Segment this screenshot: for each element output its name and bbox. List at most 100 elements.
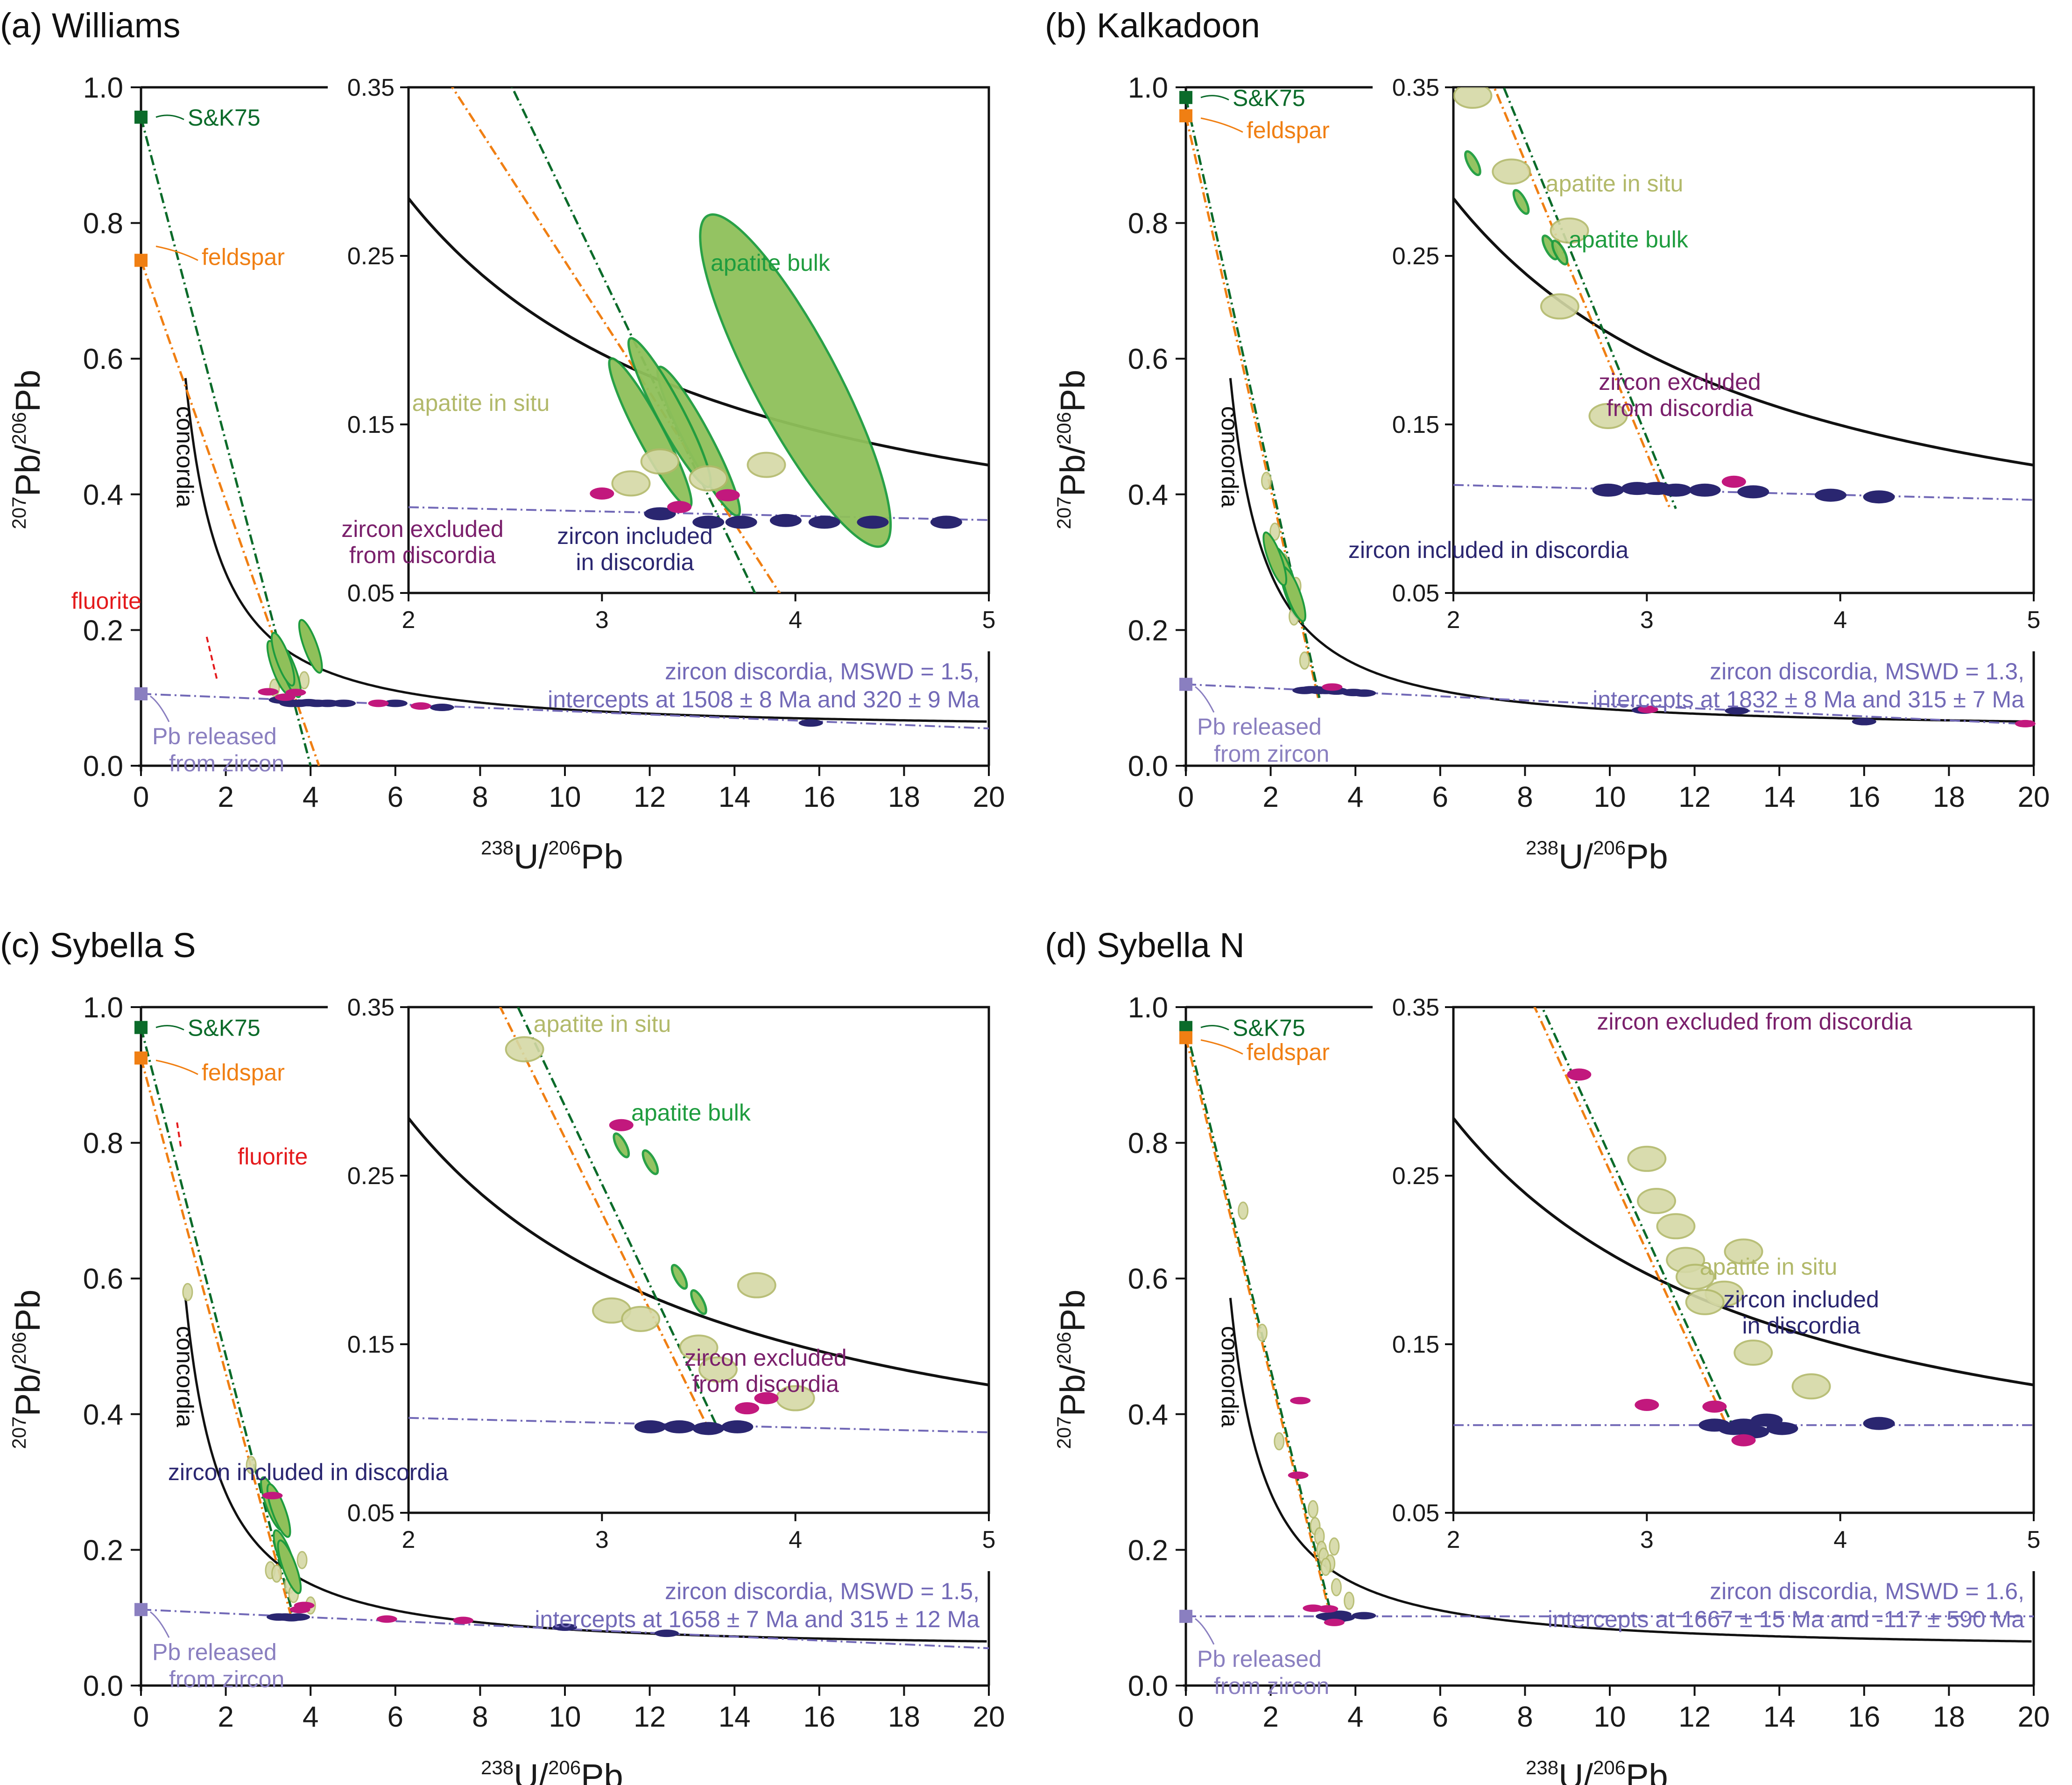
- x-tick-label: 6: [1432, 781, 1448, 813]
- pb-released-label: from zircon: [169, 750, 284, 776]
- inset-zircon-included-point: [663, 1420, 696, 1433]
- x-tick-label: 12: [1678, 1701, 1711, 1733]
- pb-released-label: from zircon: [169, 1666, 284, 1692]
- inset-apatite-bulk-point: [613, 1132, 630, 1158]
- apatite-insitu-point: [1344, 1591, 1355, 1610]
- inset-y-tick-label: 0.15: [1392, 1331, 1439, 1358]
- pb-released-marker: [134, 687, 148, 700]
- x-axis-label: 238U/206Pb: [1526, 1757, 1668, 1785]
- skk-arrow: [155, 114, 184, 120]
- inset-frame: [407, 86, 990, 594]
- inset-x-tick-label: 4: [1833, 607, 1847, 634]
- discordia-label: zircon discordia, MSWD = 1.5,: [665, 658, 980, 684]
- inset-y-tick-label: 0.05: [1392, 1500, 1439, 1527]
- x-axis-label-part: Pb: [1626, 837, 1668, 876]
- x-tick-label: 0: [1178, 1701, 1194, 1733]
- zircon-excluded-label: from discordia: [349, 542, 496, 568]
- discordia-label: intercepts at 1658 ± 7 Ma and 315 ± 12 M…: [535, 1606, 980, 1632]
- inset-zircon-excluded-point: [735, 1402, 760, 1415]
- x-tick-label: 0: [1178, 781, 1194, 813]
- inset-apatite-insitu-point: [1724, 1238, 1763, 1265]
- inset-apatite-bulk-point: [670, 1263, 688, 1290]
- inset-skk-line: [1502, 87, 1677, 509]
- y-tick-label: 0.8: [1128, 208, 1168, 240]
- concordia-label: concordia: [172, 406, 198, 508]
- y-tick-label: 0.2: [1128, 1534, 1168, 1566]
- inset-x-tick-label: 2: [1447, 1526, 1460, 1553]
- y-tick-label: 0.2: [83, 614, 123, 647]
- inset-zircon-included-point: [634, 1420, 666, 1433]
- feldspar-arrow: [155, 1059, 198, 1075]
- apatite-insitu-point: [1329, 1537, 1340, 1556]
- x-tick-label: 20: [973, 1701, 1005, 1733]
- inset-y-tick-label: 0.35: [1392, 74, 1439, 101]
- panel-title: (b) Kalkadoon: [1045, 6, 1260, 45]
- y-tick-label: 0.6: [1128, 1263, 1168, 1295]
- y-axis-label-sup: 207: [8, 1416, 30, 1449]
- zircon-excluded-point: [368, 699, 389, 707]
- zircon-excluded-point: [1324, 1618, 1345, 1626]
- x-tick-label: 8: [1517, 781, 1533, 813]
- apatite-insitu-point: [1320, 1558, 1332, 1576]
- x-tick-label: 20: [2018, 1701, 2050, 1733]
- apatite-bulk-label: apatite bulk: [1569, 226, 1689, 253]
- feldspar-marker: [1179, 1031, 1192, 1044]
- inset-zircon-included-point: [1814, 488, 1846, 502]
- fluorite-label: fluorite: [71, 588, 141, 614]
- apatite-insitu-point: [246, 1456, 257, 1475]
- x-tick-label: 20: [973, 781, 1005, 813]
- inset-zircon-included-point: [725, 515, 757, 529]
- inset-zircon-excluded-point: [1635, 1398, 1659, 1411]
- pb-released-arrow: [1195, 1618, 1215, 1645]
- y-tick-label: 0.6: [83, 1263, 123, 1295]
- inset-y-tick-label: 0.05: [347, 580, 395, 607]
- x-tick-label: 10: [549, 1701, 581, 1733]
- skk-label: S&K75: [188, 105, 261, 131]
- inset-zircon-included-point: [692, 515, 725, 529]
- x-axis-label-sup: 206: [548, 837, 581, 859]
- zircon-included-point: [1322, 1612, 1346, 1620]
- inset-apatite-insitu-point: [698, 1356, 738, 1383]
- inset-y-tick-label: 0.25: [1392, 243, 1439, 270]
- x-tick-label: 18: [1933, 781, 1965, 813]
- inset-apatite-bulk-point: [1512, 189, 1530, 215]
- x-tick-label: 12: [634, 1701, 666, 1733]
- apatite-insitu-point: [1299, 651, 1310, 670]
- x-tick-label: 16: [803, 781, 835, 813]
- inset-plot: [409, 1007, 989, 1435]
- x-tick-label: 4: [303, 1701, 318, 1733]
- inset-apatite-bulk-point: [1464, 150, 1481, 176]
- zircon-excluded-point: [1637, 706, 1658, 713]
- x-axis-label-sup: 238: [481, 1757, 514, 1778]
- zircon-included-label: in discordia: [1742, 1312, 1861, 1339]
- x-tick-label: 10: [1594, 1701, 1626, 1733]
- x-tick-label: 12: [634, 781, 666, 813]
- panel-a: (a) Williams 0 2 4 6 8 10 12 14 16 18 20 0.0 0.2 0.4 0.…: [0, 6, 1005, 876]
- zircon-excluded-point: [1288, 1471, 1309, 1479]
- fluorite-line: [176, 1122, 183, 1150]
- x-tick-label: 0: [133, 1701, 149, 1733]
- pb-released-marker: [1179, 1609, 1192, 1623]
- y-tick-label: 1.0: [83, 72, 123, 104]
- inset-zircon-included-point: [721, 1420, 754, 1433]
- pb-released-label: Pb released: [1197, 714, 1322, 740]
- y-tick-label: 0.4: [83, 1399, 123, 1431]
- y-tick-label: 1.0: [1128, 992, 1168, 1024]
- inset-plot: [1453, 1007, 2034, 1446]
- x-tick-label: 8: [1517, 1701, 1533, 1733]
- fluorite-label: fluorite: [238, 1143, 308, 1170]
- inset-zircon-included-point: [1592, 483, 1624, 497]
- inset-y-tick-label: 0.35: [1392, 994, 1439, 1021]
- y-tick-label: 1.0: [83, 992, 123, 1024]
- zircon-included-point: [285, 1613, 310, 1621]
- x-tick-label: 2: [1262, 781, 1278, 813]
- inset-apatite-bulk-point: [690, 1289, 707, 1315]
- inset-apatite-insitu-point: [505, 1036, 544, 1063]
- inset-apatite-insitu-point: [1656, 1213, 1696, 1240]
- inset-x-tick-label: 4: [789, 607, 802, 634]
- pb-released-marker: [134, 1603, 148, 1616]
- inset-apatite-insitu-point: [1550, 217, 1589, 244]
- y-axis-label-sup: 207: [1053, 496, 1075, 529]
- zircon-excluded-point: [1303, 1604, 1324, 1612]
